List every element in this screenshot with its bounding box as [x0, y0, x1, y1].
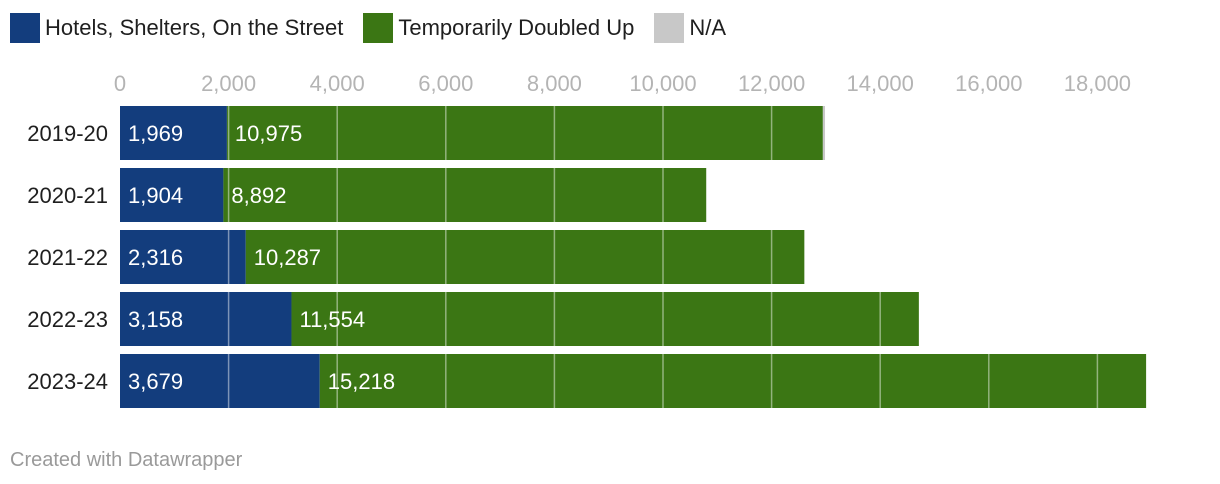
x-tick-label: 18,000: [1064, 71, 1131, 96]
legend: Hotels, Shelters, On the Street Temporar…: [10, 12, 746, 44]
data-label: 3,679: [128, 369, 183, 394]
x-tick-label: 0: [114, 71, 126, 96]
y-category-label: 2019-20: [27, 121, 108, 146]
bar-segment: [120, 168, 224, 222]
bar-segment: [822, 106, 826, 160]
x-tick-label: 12,000: [738, 71, 805, 96]
x-tick-label: 14,000: [847, 71, 914, 96]
data-label: 10,287: [254, 245, 321, 270]
y-category-label: 2020-21: [27, 183, 108, 208]
y-category-label: 2023-24: [27, 369, 108, 394]
data-label: 1,969: [128, 121, 183, 146]
legend-swatch-hotels: [10, 13, 40, 43]
legend-label-na: N/A: [689, 15, 727, 40]
data-label: 8,892: [231, 183, 286, 208]
legend-label-doubled-up: Temporarily Doubled Up: [398, 15, 635, 40]
bar-segment: [245, 230, 805, 284]
data-label: 1,904: [128, 183, 183, 208]
footer-credit: Created with Datawrapper: [10, 449, 243, 471]
data-label: 3,158: [128, 307, 183, 332]
legend-swatch-doubled-up: [363, 13, 394, 43]
x-tick-label: 16,000: [955, 71, 1022, 96]
data-label: 15,218: [328, 369, 395, 394]
bar-chart: 0 2,000 4,000 6,000 8,000 10,000 12,000 14,000 1…: [27, 71, 1147, 408]
x-tick-label: 2,000: [201, 71, 256, 96]
data-label: 11,554: [299, 307, 365, 332]
data-label: 10,975: [235, 121, 302, 146]
bar-segment: [319, 354, 1147, 408]
legend-item-na: N/A: [654, 13, 726, 43]
bar-segment: [226, 106, 823, 160]
bar-segment: [120, 292, 292, 346]
x-tick-label: 4,000: [310, 71, 365, 96]
legend-swatch-na: [654, 13, 685, 43]
bar-segment: [120, 230, 246, 284]
x-tick-label: 6,000: [418, 71, 473, 96]
y-category-label: 2021-22: [27, 245, 108, 270]
x-tick-label: 8,000: [527, 71, 582, 96]
bar-segment: [120, 354, 320, 408]
legend-item-doubled-up: Temporarily Doubled Up: [363, 13, 634, 43]
legend-label-hotels: Hotels, Shelters, On the Street: [45, 15, 344, 40]
legend-item-hotels: Hotels, Shelters, On the Street: [10, 13, 343, 43]
x-tick-label: 10,000: [629, 71, 696, 96]
bar-segment: [291, 292, 919, 346]
bar-segment: [120, 106, 227, 160]
bar-segment: [223, 168, 707, 222]
y-category-label: 2022-23: [27, 307, 108, 332]
data-label: 2,316: [128, 245, 183, 270]
